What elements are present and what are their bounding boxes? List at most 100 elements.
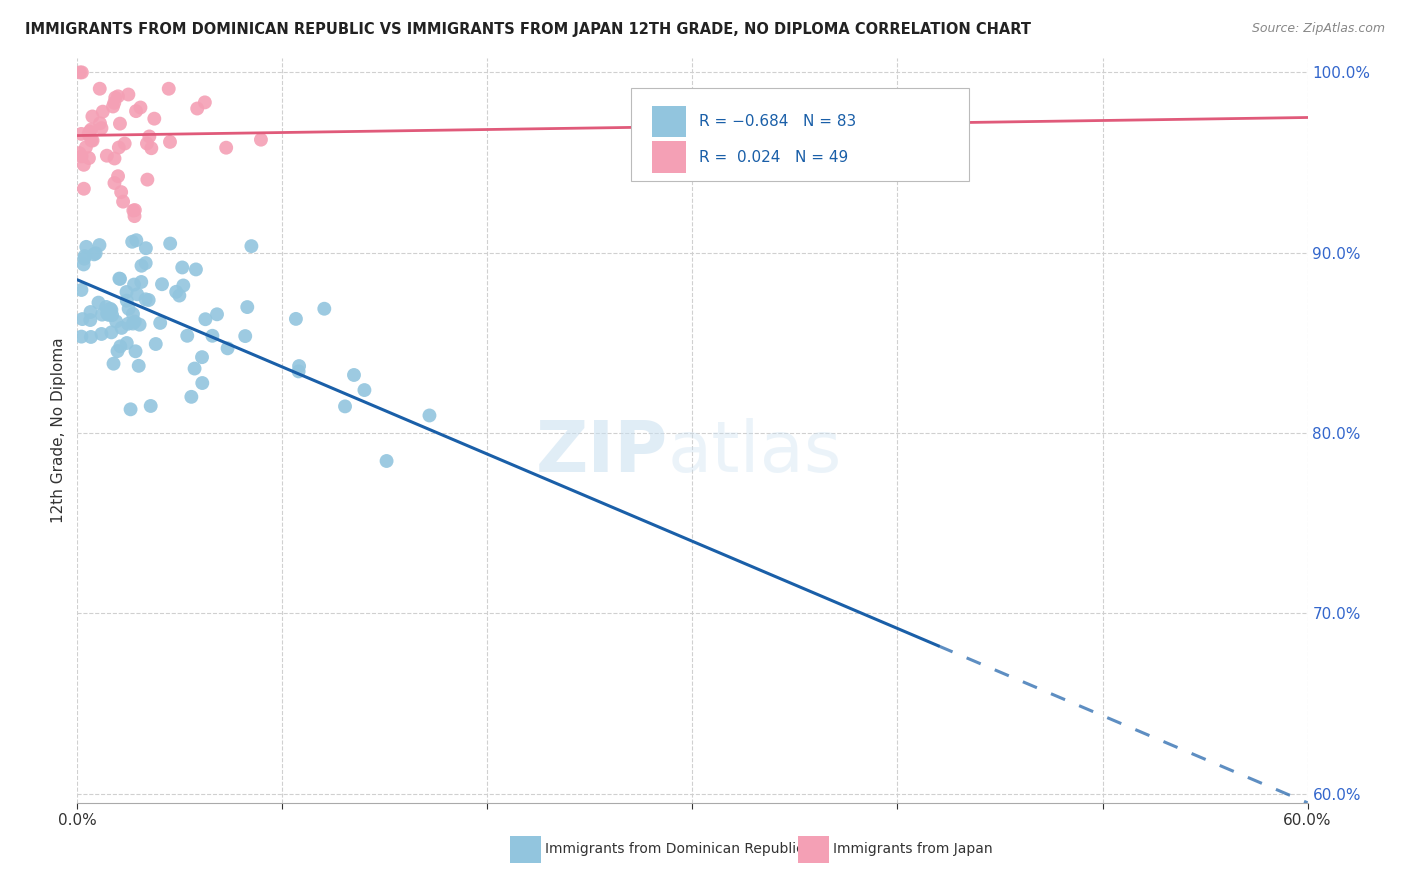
Point [105, 314, 128, 328]
Point [90, 121, 112, 136]
Point [82, 134, 104, 148]
Point [129, 275, 152, 289]
Point [70, 149, 93, 163]
Point [75, 240, 97, 254]
Y-axis label: 12th Grade, No Diploma: 12th Grade, No Diploma [51, 337, 66, 524]
Point [77, 128, 100, 142]
Point [83, 247, 105, 261]
Point [135, 256, 157, 270]
Point [143, 112, 166, 126]
Point [70, 283, 93, 297]
Point [125, 104, 148, 119]
Point [121, 235, 143, 249]
Text: Source: ZipAtlas.com: Source: ZipAtlas.com [1251, 22, 1385, 36]
Point [194, 312, 217, 326]
Point [236, 300, 259, 314]
Point [150, 277, 173, 292]
Point [112, 194, 135, 209]
Point [89, 238, 111, 252]
Point [75, 140, 97, 154]
Point [100, 303, 122, 318]
Point [115, 293, 138, 308]
Point [72, 257, 94, 271]
Text: R =  0.024   N = 49: R = 0.024 N = 49 [699, 150, 848, 164]
Point [122, 203, 145, 218]
Text: atlas: atlas [668, 418, 842, 487]
Point [110, 321, 132, 335]
Text: Immigrants from Dominican Republic: Immigrants from Dominican Republic [546, 842, 804, 856]
Point [70, 65, 93, 79]
Point [79, 313, 101, 327]
Point [67, 146, 90, 161]
Point [131, 259, 153, 273]
Point [121, 317, 143, 331]
Point [159, 236, 181, 251]
Point [91, 308, 114, 322]
Point [287, 364, 309, 378]
Point [107, 344, 129, 359]
Point [180, 390, 202, 404]
Point [70, 329, 93, 343]
Point [129, 101, 152, 115]
Point [107, 169, 129, 184]
Point [284, 312, 307, 326]
Point [136, 172, 159, 186]
Point [115, 336, 138, 351]
Point [122, 307, 145, 321]
FancyBboxPatch shape [652, 142, 686, 173]
Point [108, 140, 131, 154]
Point [217, 341, 239, 355]
Point [108, 272, 131, 286]
Point [108, 271, 131, 285]
Point [89, 116, 111, 130]
Point [77, 151, 100, 165]
Point [117, 87, 139, 102]
Point [98, 301, 121, 316]
Point [73, 252, 96, 266]
Text: IMMIGRANTS FROM DOMINICAN REPUBLIC VS IMMIGRANTS FROM JAPAN 12TH GRADE, NO DIPLO: IMMIGRANTS FROM DOMINICAN REPUBLIC VS IM… [25, 22, 1032, 37]
Point [139, 399, 162, 413]
Point [124, 314, 146, 328]
Point [172, 278, 194, 293]
Point [135, 241, 157, 255]
Point [375, 454, 398, 468]
Point [157, 81, 180, 95]
Point [124, 202, 146, 217]
Point [103, 176, 125, 190]
Point [169, 288, 191, 302]
Point [100, 326, 122, 340]
Point [110, 185, 132, 199]
Point [70, 127, 93, 141]
Point [82, 110, 104, 124]
Point [176, 328, 198, 343]
Point [122, 277, 145, 292]
Point [79, 124, 101, 138]
Point [136, 136, 159, 151]
Point [108, 117, 131, 131]
Point [91, 104, 114, 119]
Point [172, 260, 194, 275]
Point [117, 317, 139, 331]
Point [215, 141, 238, 155]
Point [114, 136, 136, 151]
Point [141, 141, 163, 155]
Point [89, 81, 111, 95]
Point [101, 308, 124, 322]
Point [96, 306, 118, 320]
Point [127, 287, 149, 301]
Point [73, 158, 96, 172]
Point [79, 305, 101, 319]
Point [73, 249, 96, 263]
Point [165, 285, 187, 299]
Point [72, 312, 94, 326]
Point [128, 318, 150, 332]
Point [149, 316, 172, 330]
Point [104, 91, 127, 105]
Point [110, 339, 132, 353]
Point [80, 133, 103, 147]
Point [80, 330, 103, 344]
Text: R = −0.684   N = 83: R = −0.684 N = 83 [699, 114, 856, 128]
Point [90, 326, 112, 341]
Point [240, 239, 263, 253]
Point [145, 337, 167, 351]
